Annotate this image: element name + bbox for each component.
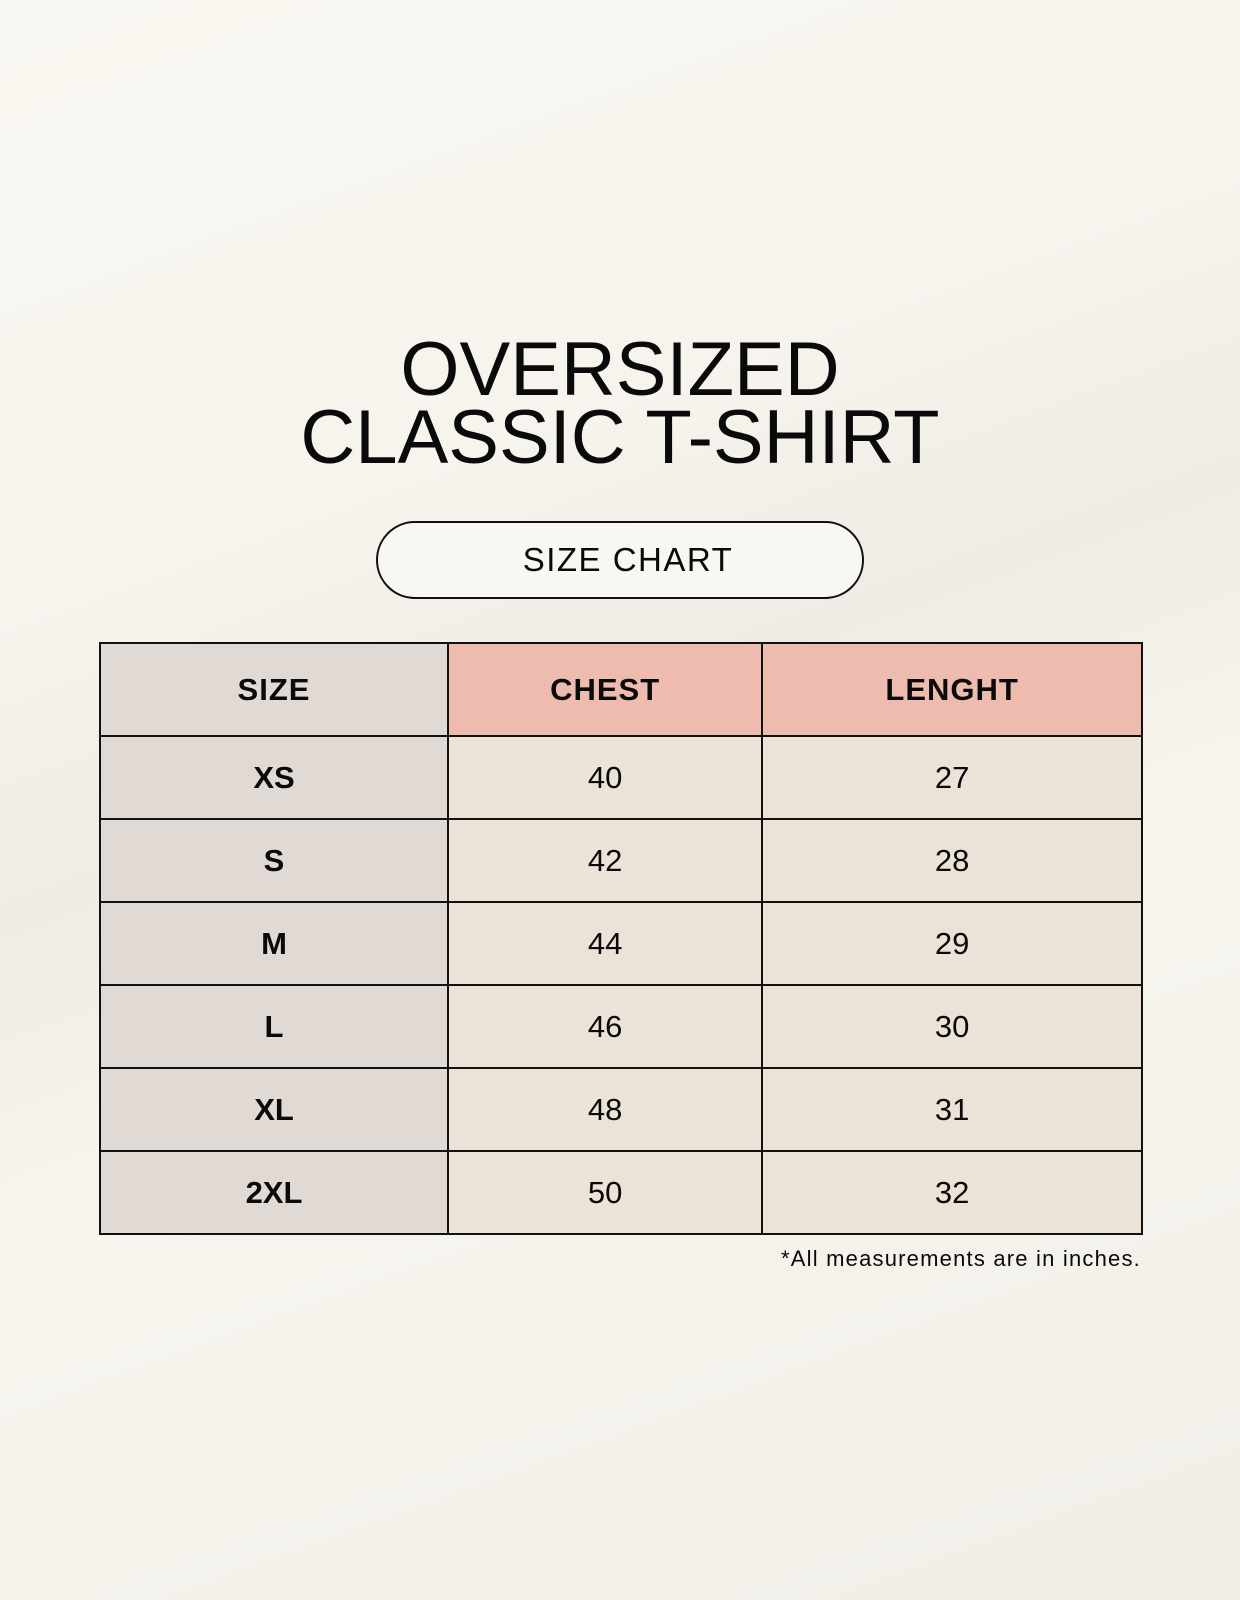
length-cell: 27: [761, 735, 1143, 820]
page-title: OVERSIZED CLASSIC T-SHIRT: [0, 327, 1240, 480]
length-cell: 31: [761, 1067, 1143, 1152]
size-cell: S: [99, 818, 449, 903]
length-cell: 32: [761, 1150, 1143, 1235]
size-cell: 2XL: [99, 1150, 449, 1235]
table-row: XL 48 31: [99, 1067, 1143, 1152]
header-size: SIZE: [99, 642, 449, 737]
size-cell: L: [99, 984, 449, 1069]
table-row: M 44 29: [99, 901, 1143, 986]
table-row: L 46 30: [99, 984, 1143, 1069]
header-chest: CHEST: [446, 642, 764, 737]
table-row: S 42 28: [99, 818, 1143, 903]
size-cell: XL: [99, 1067, 449, 1152]
header-length: LENGHT: [761, 642, 1143, 737]
title-line-2: CLASSIC T-SHIRT: [300, 395, 940, 480]
chest-cell: 50: [446, 1150, 764, 1235]
length-cell: 28: [761, 818, 1143, 903]
footnote: *All measurements are in inches.: [781, 1246, 1141, 1271]
table-row: XS 40 27: [99, 735, 1143, 820]
size-cell: XS: [99, 735, 449, 820]
length-cell: 29: [761, 901, 1143, 986]
chest-cell: 48: [446, 1067, 764, 1152]
length-cell: 30: [761, 984, 1143, 1069]
size-cell: M: [99, 901, 449, 986]
size-table: SIZE CHEST LENGHT XS 40 27 S 42 28 M 44 29 L 46 30 X…: [99, 642, 1143, 1235]
table-header-row: SIZE CHEST LENGHT: [99, 642, 1143, 737]
chest-cell: 40: [446, 735, 764, 820]
table-row: 2XL 50 32: [99, 1150, 1143, 1235]
chest-cell: 44: [446, 901, 764, 986]
size-chart-badge: SIZE CHART: [376, 521, 864, 599]
title-line-1: OVERSIZED: [400, 327, 840, 412]
chest-cell: 46: [446, 984, 764, 1069]
chest-cell: 42: [446, 818, 764, 903]
